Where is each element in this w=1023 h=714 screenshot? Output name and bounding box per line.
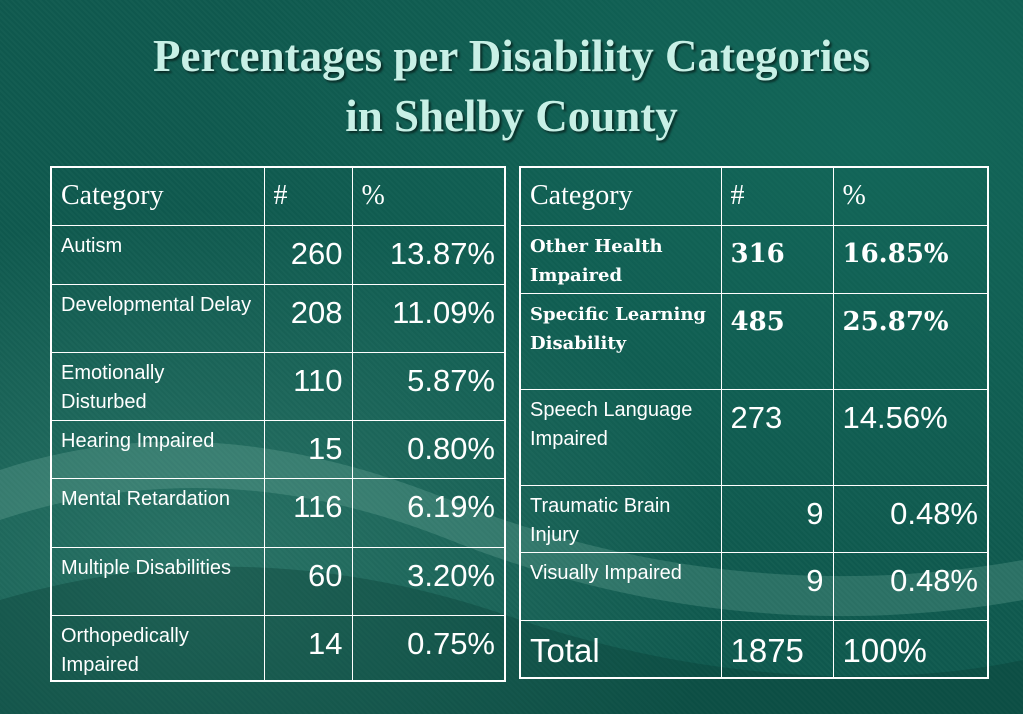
title-line-1: Percentages per Disability Categories (153, 31, 870, 81)
table-row: Orthopedically Impaired 14 0.75% (50, 614, 506, 682)
table-row: Multiple Disabilities 60 3.20% (50, 546, 506, 616)
row-category: Visually Impaired (519, 551, 722, 621)
table-header-row: Category # % (519, 166, 989, 226)
row-percent: 0.80% (351, 419, 506, 479)
header-percent: % (351, 166, 506, 226)
table-row: Developmental Delay 208 11.09% (50, 283, 506, 353)
table-row: Specific Learning Disability 485 25.87% (519, 292, 989, 390)
row-count: 60 (263, 546, 353, 616)
total-percent: 100% (832, 619, 989, 679)
row-category: Other Health Impaired (519, 224, 722, 294)
row-percent: 6.19% (351, 477, 506, 548)
row-count: 15 (263, 419, 353, 479)
row-count: 110 (263, 351, 353, 421)
table-row: Autism 260 13.87% (50, 224, 506, 285)
row-category: Traumatic Brain Injury (519, 484, 722, 553)
row-percent: 13.87% (351, 224, 506, 285)
row-percent: 11.09% (351, 283, 506, 353)
table-row: Hearing Impaired 15 0.80% (50, 419, 506, 479)
header-category: Category (50, 166, 265, 226)
row-count: 116 (263, 477, 353, 548)
row-percent: 3.20% (351, 546, 506, 616)
row-count: 9 (720, 484, 834, 553)
row-count: 208 (263, 283, 353, 353)
row-percent: 0.48% (832, 484, 989, 553)
row-percent: 14.56% (832, 388, 989, 486)
row-count: 485 (720, 292, 834, 390)
header-category: Category (519, 166, 722, 226)
table-row: Other Health Impaired 316 16.85% (519, 224, 989, 294)
table-header-row: Category # % (50, 166, 506, 226)
row-count: 273 (720, 388, 834, 486)
row-category: Emotionally Disturbed (50, 351, 265, 421)
row-category: Orthopedically Impaired (50, 614, 265, 682)
row-category: Mental Retardation (50, 477, 265, 548)
row-count: 9 (720, 551, 834, 621)
row-count: 316 (720, 224, 834, 294)
row-category: Autism (50, 224, 265, 285)
total-label: Total (519, 619, 722, 679)
row-category: Speech Language Impaired (519, 388, 722, 486)
header-count: # (263, 166, 353, 226)
row-percent: 5.87% (351, 351, 506, 421)
total-count: 1875 (720, 619, 834, 679)
right-category-table: Category # % Other Health Impaired 316 1… (519, 166, 989, 679)
table-row: Traumatic Brain Injury 9 0.48% (519, 484, 989, 553)
row-count: 14 (263, 614, 353, 682)
row-percent: 16.85% (832, 224, 989, 294)
table-row: Emotionally Disturbed 110 5.87% (50, 351, 506, 421)
table-row: Speech Language Impaired 273 14.56% (519, 388, 989, 486)
page-title: Percentages per Disability Categories in… (0, 26, 1023, 146)
total-row: Total 1875 100% (519, 619, 989, 679)
row-percent: 0.75% (351, 614, 506, 682)
header-percent: % (832, 166, 989, 226)
row-count: 260 (263, 224, 353, 285)
row-category: Developmental Delay (50, 283, 265, 353)
title-line-2: in Shelby County (345, 91, 678, 141)
table-row: Mental Retardation 116 6.19% (50, 477, 506, 548)
row-category: Multiple Disabilities (50, 546, 265, 616)
left-category-table: Category # % Autism 260 13.87% Developme… (50, 166, 506, 682)
row-percent: 25.87% (832, 292, 989, 390)
row-percent: 0.48% (832, 551, 989, 621)
row-category: Specific Learning Disability (519, 292, 722, 390)
row-category: Hearing Impaired (50, 419, 265, 479)
header-count: # (720, 166, 834, 226)
table-row: Visually Impaired 9 0.48% (519, 551, 989, 621)
